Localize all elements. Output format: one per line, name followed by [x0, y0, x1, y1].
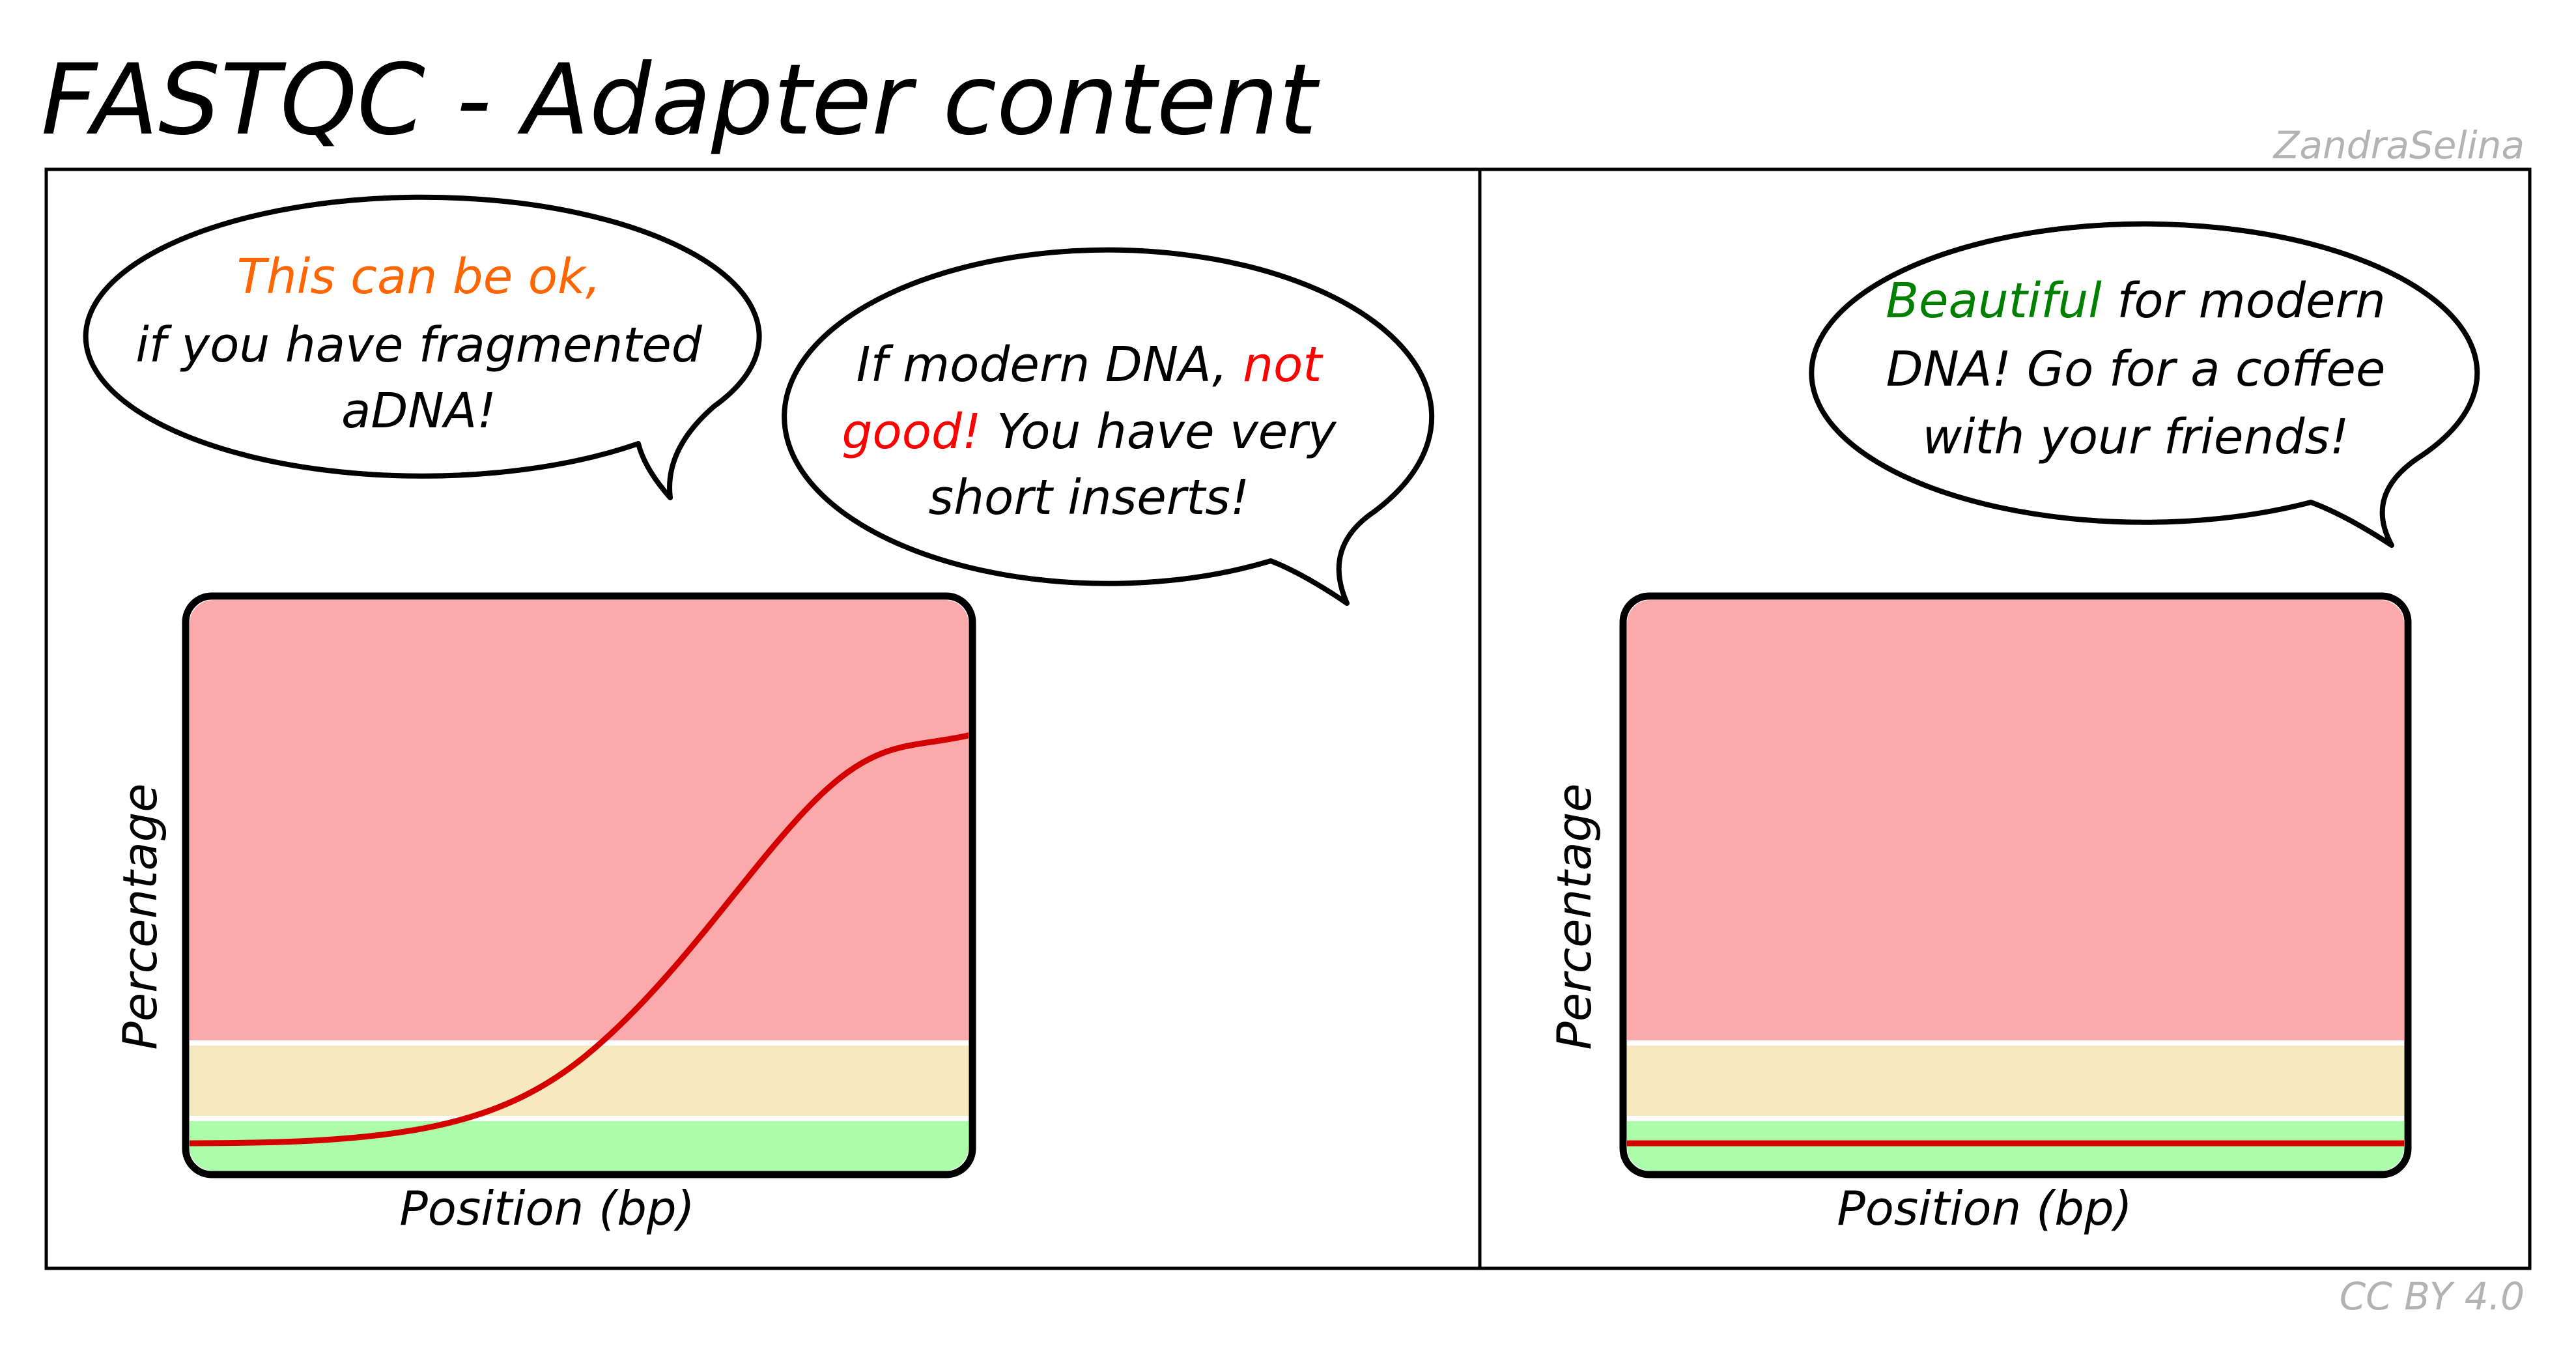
fail-zone	[190, 600, 969, 1040]
panel-right: Beautiful for modern DNA! Go for a coffe…	[1547, 221, 2480, 1236]
fail-zone	[1627, 600, 2404, 1040]
highlight-text: good!	[842, 404, 981, 460]
adapter-content-line	[190, 731, 969, 1147]
bubble-3-line-1: Beautiful for modern	[1886, 273, 2386, 329]
pass-zone	[1627, 1121, 2404, 1171]
speech-bubble-2	[782, 247, 1435, 606]
chart-border	[1619, 592, 2412, 1178]
x-axis-label: Position (bp)	[1837, 1181, 2132, 1236]
highlight-text: This can be ok,	[237, 249, 601, 305]
speech-bubble-3	[1809, 221, 2480, 548]
y-axis-label: Percentage	[113, 783, 167, 1049]
bubble-1-line-3: aDNA!	[341, 383, 496, 439]
license-label: CC BY 4.0	[2340, 1274, 2525, 1319]
warn-zone	[1627, 1046, 2404, 1116]
speech-bubble-1	[83, 194, 762, 500]
chart-border	[182, 592, 976, 1178]
page-title: FASTQC - Adapter content	[41, 44, 1320, 157]
bubble-2-line-1: If modern DNA, not	[856, 337, 1324, 393]
bubble-3-line-3: with your friends!	[1922, 409, 2349, 465]
bubble-1-line-1: This can be ok,	[237, 249, 601, 305]
bubble-1-line-2: if you have fragmented	[135, 317, 703, 373]
text: You have very	[982, 404, 1337, 460]
x-axis-label: Position (bp)	[399, 1181, 694, 1236]
highlight-text: Beautiful	[1886, 273, 2102, 329]
comic-frame	[44, 167, 2532, 1270]
text: If modern DNA,	[856, 337, 1243, 393]
author-watermark: ZandraSelina	[2272, 123, 2525, 167]
adapter-chart-right	[1627, 600, 2404, 1171]
bubble-2-line-2: good! You have very	[842, 404, 1337, 460]
pass-zone	[190, 1121, 969, 1171]
y-axis-label: Percentage	[1547, 783, 1602, 1049]
highlight-text: not	[1243, 337, 1323, 393]
bubble-3-line-2: DNA! Go for a coffee	[1886, 341, 2386, 397]
warn-zone	[190, 1046, 969, 1116]
bubble-2-line-3: short inserts!	[929, 470, 1250, 526]
panel-left: This can be ok, if you have fragmented a…	[83, 194, 1435, 1236]
adapter-chart-left	[190, 600, 969, 1171]
text: for modern	[2102, 273, 2386, 329]
